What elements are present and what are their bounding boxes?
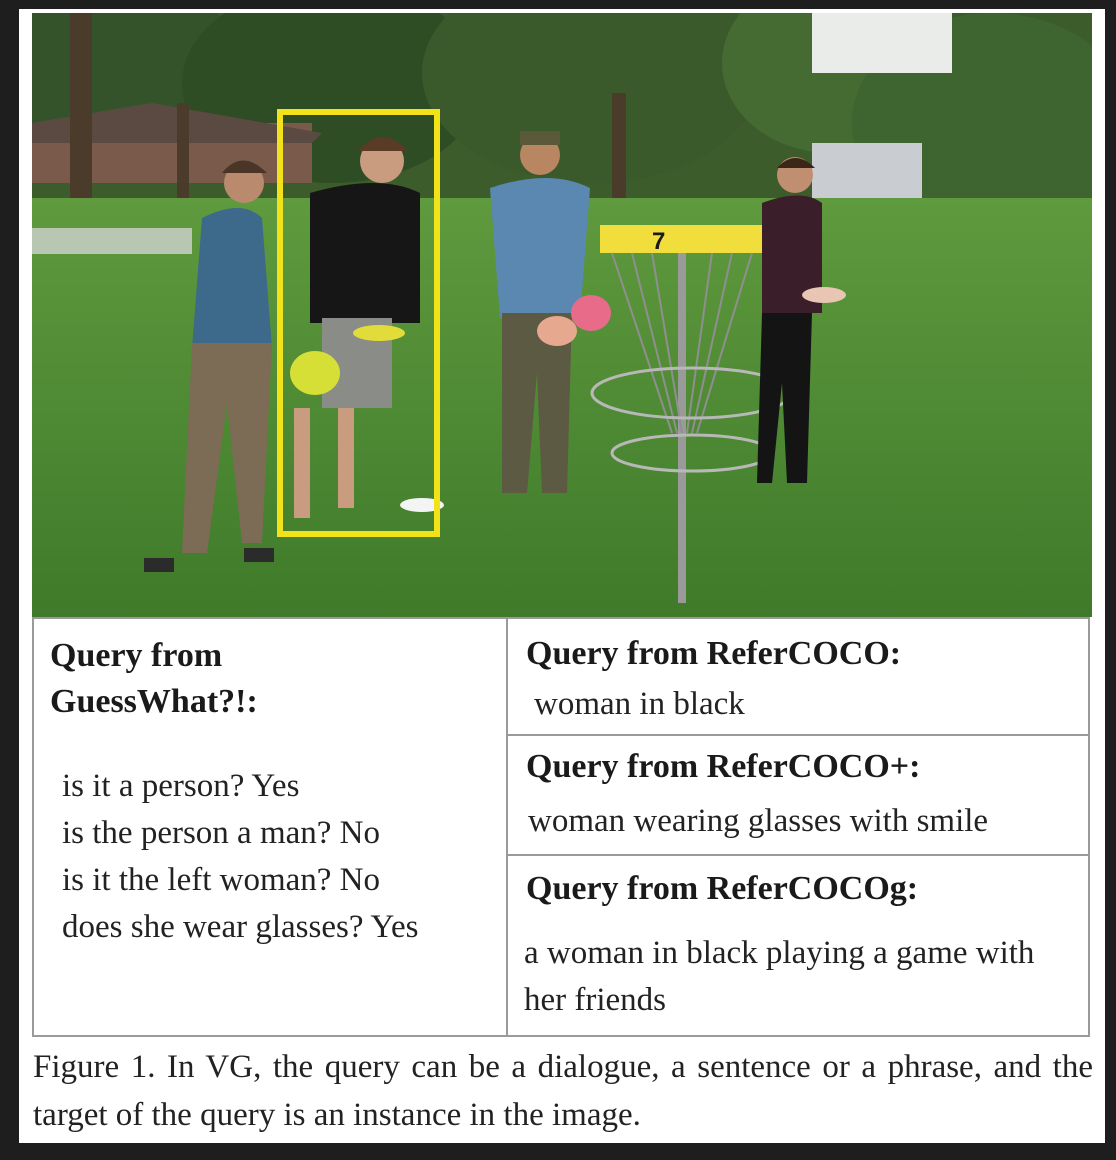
- dialogue-line: does she wear glasses? Yes: [62, 909, 419, 945]
- disc-golf-scene: 7: [32, 13, 1092, 617]
- dialogue-line: is it the left woman? No: [62, 862, 381, 898]
- refcoco-plus-query: woman wearing glasses with smile: [528, 803, 989, 839]
- refcocog-query: a woman in black playing a game with her…: [524, 935, 1035, 1018]
- refer-column: Query from ReferCOCO: woman in black Que…: [508, 619, 1088, 1035]
- guesswhat-cell: Query from GuessWhat?!: is it a person? …: [34, 619, 508, 1035]
- dialogue: is it a person? Yes is the person a man?…: [62, 763, 502, 951]
- dialogue-line: is the person a man? No: [62, 815, 380, 851]
- refcoco-plus-heading: Query from ReferCOCO+:: [526, 748, 921, 785]
- refcoco-heading: Query from ReferCOCO:: [526, 635, 902, 672]
- dialogue-line: is it a person? Yes: [62, 768, 300, 804]
- figure-caption: Figure 1. In VG, the query can be a dial…: [33, 1049, 1093, 1133]
- refcocog-cell: Query from ReferCOCOg: a woman in black …: [508, 856, 1088, 1035]
- refcoco-query: woman in black: [534, 686, 745, 722]
- figure-page: 7 Query from GuessWhat?!: is it a person…: [19, 9, 1105, 1143]
- refcoco-cell: Query from ReferCOCO: woman in black: [508, 619, 1088, 736]
- refcoco-plus-cell: Query from ReferCOCO+: woman wearing gla…: [508, 736, 1088, 856]
- guesswhat-heading-line2: GuessWhat?!:: [50, 683, 258, 720]
- target-bounding-box: [277, 109, 440, 537]
- guesswhat-heading: Query from GuessWhat?!:: [50, 633, 490, 725]
- guesswhat-heading-line1: Query from: [50, 637, 223, 674]
- refcocog-heading: Query from ReferCOCOg:: [526, 870, 919, 907]
- figure-photo: 7: [32, 13, 1092, 617]
- basket-number-label: 7: [652, 228, 665, 255]
- query-table: Query from GuessWhat?!: is it a person? …: [32, 617, 1090, 1037]
